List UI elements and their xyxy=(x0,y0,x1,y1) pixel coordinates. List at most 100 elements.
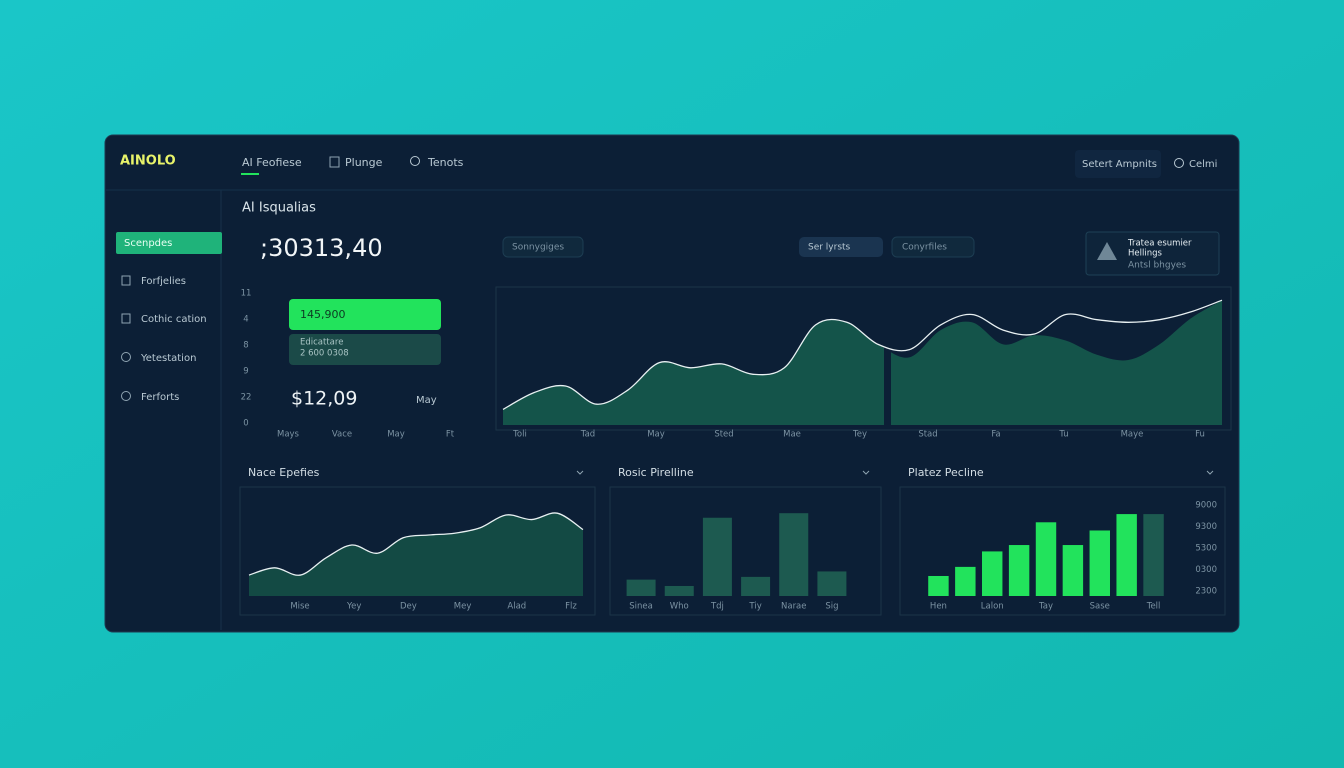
sidebar-icon xyxy=(121,275,131,286)
x-tick-label: Sinea xyxy=(629,602,653,612)
x-tick-label: Who xyxy=(670,602,689,612)
chip-label[interactable]: Ser lyrsts xyxy=(808,243,851,253)
x-tick-label: Sted xyxy=(714,430,733,440)
section-title: AI Isqualias xyxy=(242,201,316,216)
amount: $12,09 xyxy=(291,388,357,410)
card-icon xyxy=(1097,242,1117,260)
x-tick-label: Yey xyxy=(346,602,361,612)
x-tick-label: Fa xyxy=(991,430,1000,440)
bar xyxy=(982,551,1003,596)
area xyxy=(503,300,1222,425)
x-tick-label: Alad xyxy=(507,602,526,612)
bar xyxy=(1089,530,1110,596)
x-tick-label: Vace xyxy=(332,430,352,440)
bar xyxy=(817,571,847,596)
sidebar-item[interactable]: Scenpdes xyxy=(124,238,172,249)
bar xyxy=(664,585,694,596)
panel-frame xyxy=(609,486,882,616)
y-tick-label: 8 xyxy=(243,341,248,351)
chip-label[interactable]: Sonnygiges xyxy=(512,243,564,253)
bar xyxy=(1035,522,1057,596)
chip[interactable] xyxy=(502,236,584,258)
x-tick-label: Stad xyxy=(918,430,937,440)
y-tick-label: 11 xyxy=(241,289,252,299)
card-line: Hellings xyxy=(1128,249,1162,259)
x-tick-label: Tu xyxy=(1058,430,1068,440)
line xyxy=(502,299,1223,410)
x-tick-label: Ft xyxy=(446,430,455,440)
panel-title: Platez Pecline xyxy=(908,466,984,479)
action-label[interactable]: Celmi xyxy=(1189,159,1217,170)
panel-frame xyxy=(239,486,596,616)
brand: AINOLO xyxy=(120,154,176,169)
card-line: Antsl bhgyes xyxy=(1128,261,1186,271)
x-tick-label: Toli xyxy=(512,430,527,440)
x-tick-label: Tey xyxy=(852,430,867,440)
y-tick-label: 5300 xyxy=(1195,544,1217,554)
value-box-line: 2 600 0308 xyxy=(300,349,349,359)
panel-frame xyxy=(899,486,1226,616)
chip[interactable] xyxy=(891,236,975,258)
value-button-label[interactable]: 145,900 xyxy=(300,308,346,321)
x-tick-label: Tad xyxy=(580,430,595,440)
x-tick-label: Flz xyxy=(565,602,577,612)
y-tick-label: 4 xyxy=(243,315,248,325)
user-icon xyxy=(1174,158,1184,168)
x-tick-label: Lalon xyxy=(981,602,1004,612)
action-button[interactable] xyxy=(1075,150,1161,178)
value-button[interactable] xyxy=(289,299,441,330)
chevron xyxy=(862,470,870,475)
x-tick-label: Dey xyxy=(400,602,417,612)
x-tick-label: Tell xyxy=(1146,602,1161,612)
chip[interactable] xyxy=(799,237,883,257)
month: May xyxy=(416,395,437,406)
x-tick-label: Narae xyxy=(781,602,807,612)
nav-item[interactable]: Plunge xyxy=(345,156,383,169)
sidebar-item[interactable]: Forfjelies xyxy=(141,276,186,287)
sidebar-icon xyxy=(121,313,131,324)
x-tick-label: Mey xyxy=(454,602,472,612)
y-tick-label: 0300 xyxy=(1195,565,1217,575)
bar xyxy=(955,566,976,596)
x-tick-label: Sig xyxy=(825,602,838,612)
action-label[interactable]: Setert Ampnits xyxy=(1082,159,1157,170)
chevron xyxy=(576,470,584,475)
x-tick-label: May xyxy=(387,430,405,440)
line xyxy=(248,512,584,576)
area xyxy=(249,512,583,596)
x-tick-label: Maye xyxy=(1121,430,1144,440)
bar xyxy=(1143,514,1164,596)
value-box xyxy=(289,334,441,365)
bar xyxy=(1116,514,1137,596)
sidebar-icon xyxy=(121,352,131,362)
x-tick-label: Mae xyxy=(783,430,801,440)
y-tick-label: 0 xyxy=(243,419,248,429)
nav-item[interactable]: AI Feofiese xyxy=(242,156,302,169)
nav-item[interactable]: Tenots xyxy=(427,156,464,169)
sidebar-active[interactable] xyxy=(116,232,222,254)
bar xyxy=(741,576,771,596)
nav-underline xyxy=(241,173,259,175)
sidebar-icon xyxy=(121,391,131,401)
x-tick-label: Tiy xyxy=(748,602,761,612)
x-tick-label: Sase xyxy=(1090,602,1110,612)
y-tick-label: 22 xyxy=(241,393,252,403)
bar xyxy=(1008,545,1030,596)
bar xyxy=(928,575,949,596)
x-tick-label: May xyxy=(647,430,665,440)
chip-label[interactable]: Conyrfiles xyxy=(902,243,947,253)
x-tick-label: Mise xyxy=(290,602,309,612)
sidebar-item[interactable]: Yetestation xyxy=(140,353,196,364)
x-tick-label: Tdj xyxy=(710,602,724,612)
x-tick-label: Hen xyxy=(930,602,947,612)
sidebar-item[interactable]: Ferforts xyxy=(141,392,179,403)
x-tick-label: Mays xyxy=(277,430,300,440)
y-tick-label: 9300 xyxy=(1195,522,1217,532)
x-tick-label: Tay xyxy=(1038,602,1053,612)
sidebar-item[interactable]: Cothic cation xyxy=(141,314,207,325)
x-tick-label: Fu xyxy=(1195,430,1205,440)
nav-icon xyxy=(329,156,340,168)
main-chart-frame xyxy=(495,286,1232,431)
bar xyxy=(702,517,732,596)
